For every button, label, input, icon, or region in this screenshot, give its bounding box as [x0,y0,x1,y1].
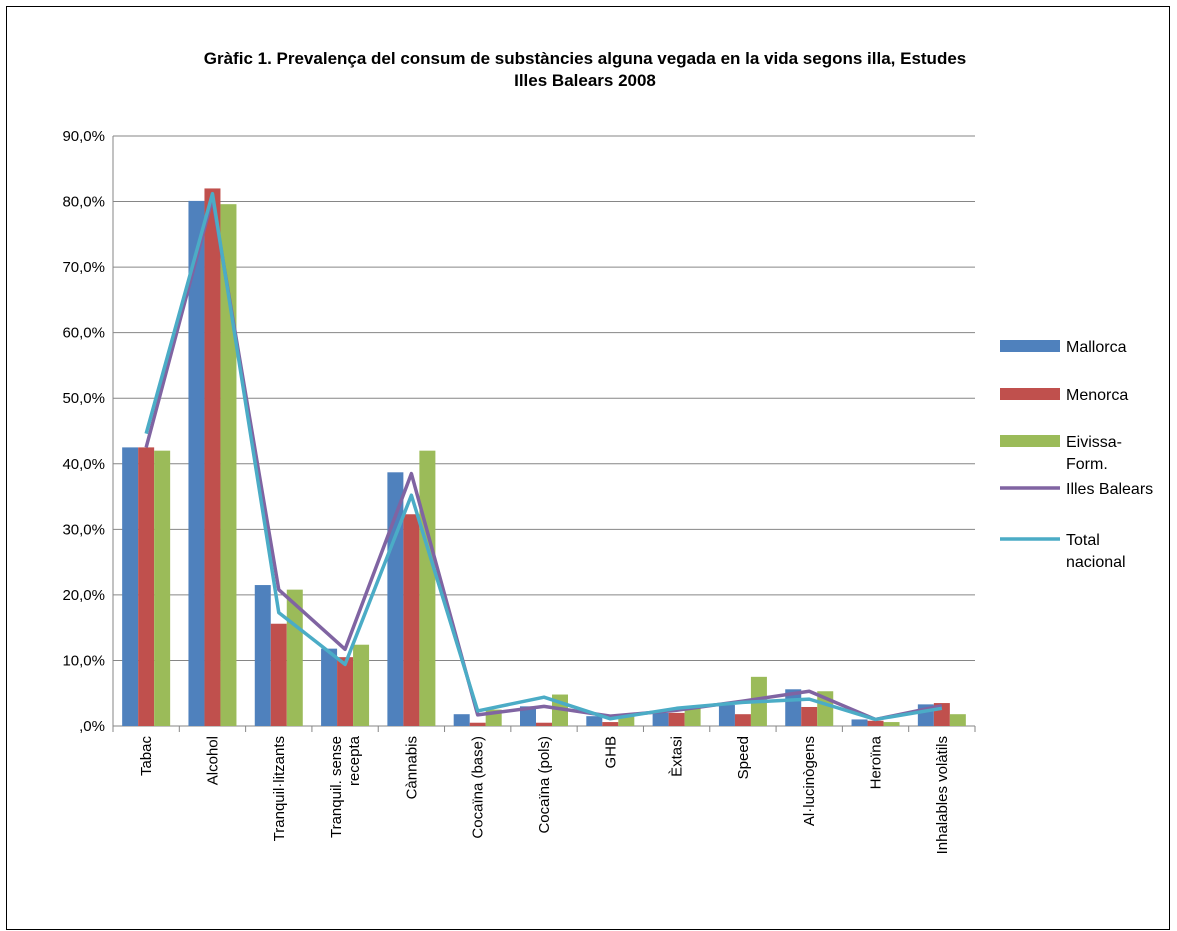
bar [154,450,171,726]
y-tick-label: 90,0% [62,128,105,145]
bar [270,623,287,726]
chart-title-line-2: Illes Balears 2008 [514,71,656,90]
bar [321,648,338,726]
bar [469,722,486,726]
bar [883,722,900,726]
y-tick-label: 70,0% [62,259,105,276]
bar [652,712,669,726]
legend-label: nacional [1066,554,1126,571]
legend-label: Mallorca [1066,339,1127,356]
bar [949,714,966,726]
x-category-label: Inhalables volàtils [934,736,951,854]
x-category-label: Heroïna [868,735,885,789]
x-category-label: Tranquil. sense [328,736,345,838]
x-category-label: Al·lucinògens [801,736,818,826]
y-tick-label: 80,0% [62,194,105,211]
legend-label: Illes Balears [1066,481,1153,498]
x-category-label: Cànnabis [403,736,420,799]
legend-label: Menorca [1066,387,1128,404]
legend-swatch [1000,435,1060,447]
bar [801,706,818,726]
bar [718,705,735,726]
legend-label: Total [1066,532,1100,549]
x-category-label: recepta [346,735,363,786]
bar [851,719,868,726]
bar [867,720,884,726]
bar [668,712,685,726]
legend-swatch [1000,388,1060,400]
y-tick-label: 50,0% [62,390,105,407]
x-category-label: Tabac [138,736,155,777]
bar [204,188,221,726]
y-tick-label: 20,0% [62,587,105,604]
y-tick-label: 10,0% [62,652,105,669]
legend-label: Form. [1066,456,1108,473]
bar [618,714,635,726]
series-line [144,196,943,722]
bar [138,447,155,726]
bar [520,706,536,726]
y-tick-label: 60,0% [62,325,105,342]
bar [536,722,552,726]
bar [188,200,205,726]
bar [353,644,370,726]
bar [337,657,354,726]
x-category-label: Speed [735,736,752,779]
bar [419,450,436,726]
bar [122,447,139,726]
bar [586,716,603,726]
legend-swatch [1000,340,1060,352]
bar [684,707,701,726]
x-category-label: Cocaïna (base) [470,736,487,839]
y-tick-label: 40,0% [62,456,105,473]
x-category-label: GHB [602,736,619,769]
bar [602,722,619,726]
bar [387,472,404,726]
x-category-label: Alcohol [204,736,221,785]
bar [453,714,470,726]
x-category-label: Cocaïna (pols) [536,736,553,834]
chart-title-line-1: Gràfic 1. Prevalença del consum de subst… [203,49,967,68]
x-category-label: Èxtasi [669,736,686,777]
series-line [144,191,943,722]
bar [220,204,237,726]
y-tick-label: 30,0% [62,521,105,538]
bar [734,714,751,726]
bar [403,514,420,726]
bar [254,585,271,726]
x-category-label: Tranquil·litzants [271,736,288,841]
legend-label: Eivissa- [1066,434,1122,451]
y-tick-label: ,0% [79,718,105,735]
